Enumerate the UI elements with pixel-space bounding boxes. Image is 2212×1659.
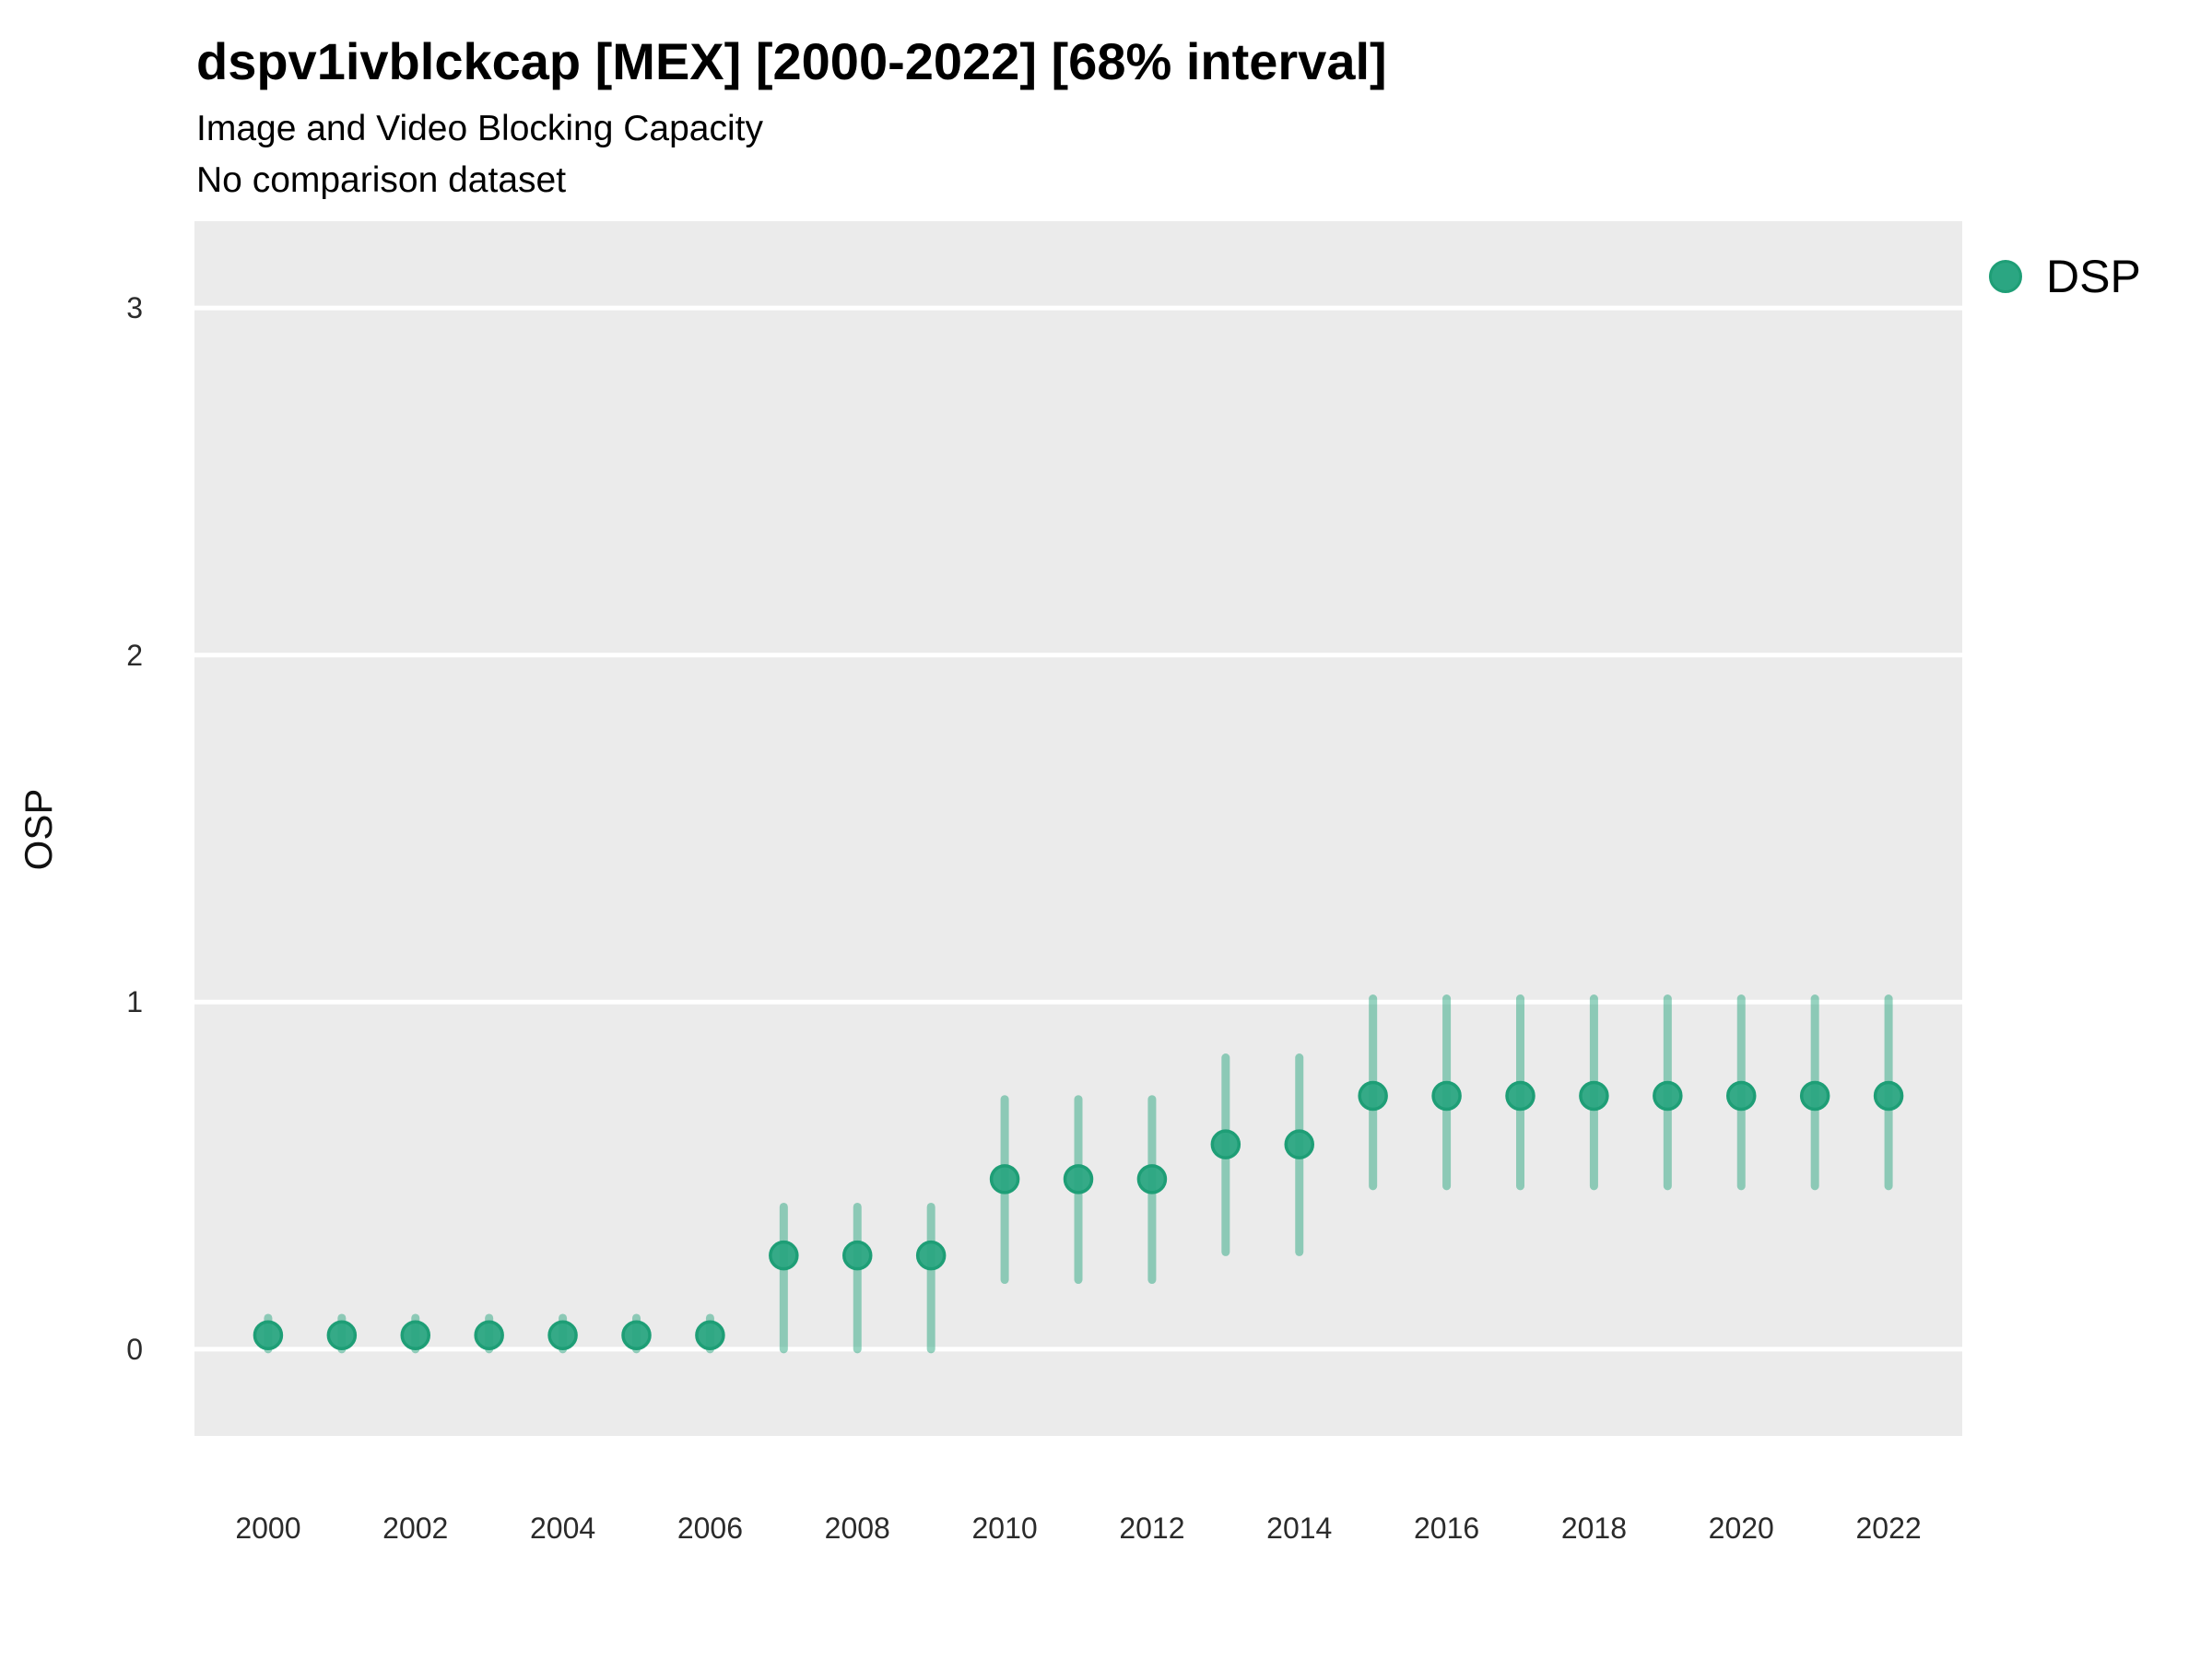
- data-point: [547, 1320, 578, 1351]
- data-point: [326, 1320, 358, 1351]
- x-tick-label: 2020: [1708, 1512, 1774, 1545]
- x-tick-label: 2000: [235, 1512, 301, 1545]
- x-tick-label: 2006: [677, 1512, 743, 1545]
- data-point: [989, 1164, 1020, 1194]
- data-point: [1136, 1164, 1168, 1194]
- x-tick-label: 2012: [1119, 1512, 1185, 1545]
- data-point: [1579, 1080, 1609, 1112]
- data-point: [842, 1240, 873, 1271]
- data-point: [621, 1320, 652, 1351]
- x-tick-label: 2002: [382, 1512, 449, 1545]
- legend: DSP: [1989, 251, 2141, 302]
- data-point: [769, 1240, 799, 1271]
- chart-subtitle: Image and Video Blocking Capacity: [196, 109, 763, 148]
- data-point: [915, 1240, 947, 1271]
- x-tick-label: 2008: [824, 1512, 890, 1545]
- data-point: [695, 1320, 725, 1351]
- data-point: [1726, 1080, 1757, 1112]
- legend-series-label: DSP: [2046, 251, 2141, 302]
- data-point: [1431, 1080, 1462, 1112]
- data-point: [1210, 1129, 1241, 1159]
- y-axis-title: OSP: [17, 788, 60, 871]
- data-point: [1063, 1164, 1094, 1194]
- data-point: [1799, 1080, 1830, 1112]
- chart-title: dspv1ivblckcap [MEX] [2000-2022] [68% in…: [196, 32, 1387, 90]
- data-point: [1505, 1080, 1535, 1112]
- y-tick-label: 1: [126, 985, 143, 1019]
- x-tick-label: 2016: [1413, 1512, 1480, 1545]
- data-point: [1873, 1080, 1904, 1112]
- y-tick-label: 2: [126, 638, 143, 672]
- x-tick-label: 2018: [1560, 1512, 1627, 1545]
- legend-point-icon: [1989, 260, 2022, 293]
- pointrange-chart: [194, 305, 1962, 1354]
- data-point: [1284, 1129, 1314, 1159]
- data-point: [1653, 1080, 1683, 1112]
- x-tick-label: 2010: [971, 1512, 1038, 1545]
- data-point: [474, 1320, 504, 1351]
- data-point: [253, 1320, 284, 1351]
- data-point: [1358, 1080, 1388, 1112]
- plot-panel: [194, 221, 1962, 1436]
- data-point: [400, 1320, 430, 1351]
- x-tick-label: 2022: [1855, 1512, 1922, 1545]
- y-tick-label: 3: [126, 291, 143, 325]
- x-tick-label: 2004: [529, 1512, 596, 1545]
- x-tick-label: 2014: [1266, 1512, 1333, 1545]
- comparison-dataset-note: No comparison dataset: [196, 160, 567, 200]
- y-tick-label: 0: [126, 1332, 143, 1366]
